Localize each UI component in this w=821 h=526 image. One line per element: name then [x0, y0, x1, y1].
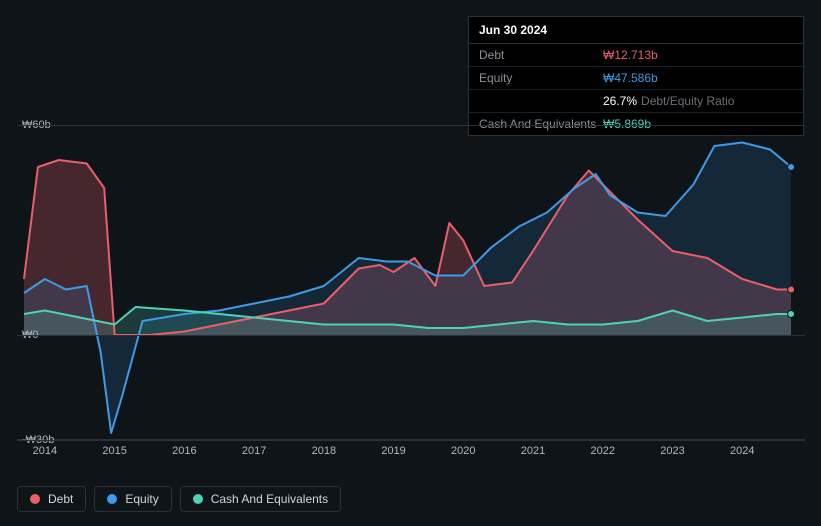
tooltip-row-value: ₩47.586b: [603, 71, 658, 85]
gridline: [17, 440, 805, 441]
tooltip-row-label: [479, 94, 603, 108]
legend-item-debt[interactable]: Debt: [17, 486, 86, 512]
x-tick-label: 2015: [102, 445, 126, 457]
tooltip-row-value: ₩12.713b: [603, 48, 658, 62]
x-tick-label: 2022: [591, 445, 615, 457]
x-tick-label: 2016: [172, 445, 196, 457]
x-tick-label: 2020: [451, 445, 475, 457]
series-endpoint-cash: [788, 311, 795, 318]
x-tick-label: 2014: [33, 445, 57, 457]
legend-swatch: [30, 494, 40, 504]
plot-svg: [17, 125, 805, 440]
series-endpoint-equity: [788, 164, 795, 171]
tooltip-row-label: Debt: [479, 48, 603, 62]
x-tick-label: 2024: [730, 445, 754, 457]
tooltip-row: Equity₩47.586b: [469, 67, 803, 90]
x-tick-label: 2021: [521, 445, 545, 457]
gridline: [17, 335, 805, 336]
legend-swatch: [193, 494, 203, 504]
x-tick-label: 2017: [242, 445, 266, 457]
tooltip-row-sub: Debt/Equity Ratio: [641, 94, 734, 108]
x-tick-label: 2023: [660, 445, 684, 457]
tooltip-row-value: 26.7%Debt/Equity Ratio: [603, 94, 734, 108]
tooltip-row: 26.7%Debt/Equity Ratio: [469, 90, 803, 113]
legend-item-cash[interactable]: Cash And Equivalents: [180, 486, 341, 512]
x-tick-label: 2019: [381, 445, 405, 457]
tooltip-row: Debt₩12.713b: [469, 44, 803, 67]
tooltip-date: Jun 30 2024: [469, 17, 803, 44]
legend: Debt Equity Cash And Equivalents: [17, 486, 341, 512]
legend-item-equity[interactable]: Equity: [94, 486, 171, 512]
series-fill-equity: [24, 143, 791, 434]
tooltip-row-label: Equity: [479, 71, 603, 85]
legend-label: Cash And Equivalents: [211, 492, 328, 506]
legend-label: Equity: [125, 492, 158, 506]
series-endpoint-debt: [788, 286, 795, 293]
legend-swatch: [107, 494, 117, 504]
plot-area[interactable]: [17, 125, 805, 440]
gridline: [17, 125, 805, 126]
legend-label: Debt: [48, 492, 73, 506]
tooltip: Jun 30 2024 Debt₩12.713bEquity₩47.586b26…: [468, 16, 804, 136]
chart: ₩60b₩0-₩30b 2014201520162017201820192020…: [17, 125, 805, 465]
x-tick-label: 2018: [312, 445, 336, 457]
